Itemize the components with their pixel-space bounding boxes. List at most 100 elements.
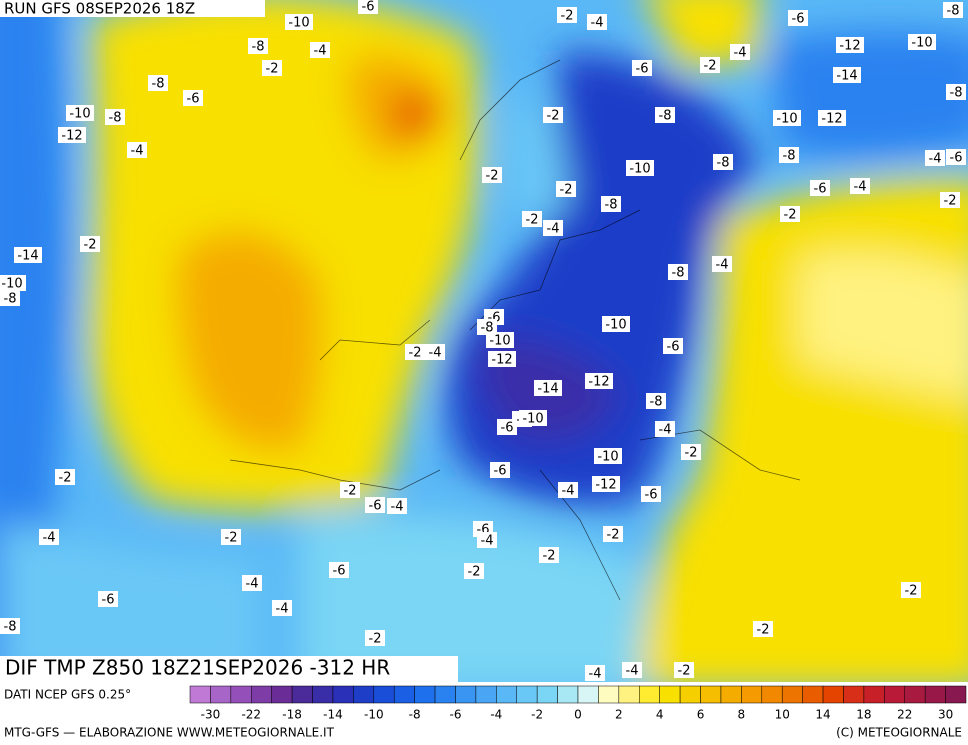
colorbar-swatch: [924, 685, 946, 704]
contour-label: -2: [409, 346, 422, 361]
contour-label: -4: [929, 152, 942, 167]
contour-label: -6: [102, 593, 115, 608]
contour-label-box: [148, 75, 168, 91]
contour-label: -4: [547, 222, 560, 237]
contour-label: -8: [950, 86, 963, 101]
contour-label-box: [730, 44, 750, 60]
contour-label: -10: [776, 112, 797, 127]
contour-label-box: [358, 0, 378, 14]
temperature-field: [0, 0, 968, 682]
contour-label: -10: [911, 36, 932, 51]
contour-label: -4: [589, 667, 602, 682]
contour-label-box: [486, 332, 514, 348]
contour-label: -4: [716, 258, 729, 273]
credit-left: MTG-GFS — ELABORAZIONE WWW.METEOGIORNALE…: [4, 726, 335, 740]
contour-label-box: [836, 37, 864, 53]
contour-label: -10: [605, 318, 626, 333]
colorbar-swatch: [679, 685, 701, 704]
contour-label-box: [901, 582, 921, 598]
contour-label: -4: [276, 602, 289, 617]
contour-label-box: [477, 319, 497, 335]
contour-label-box: [14, 247, 42, 263]
colorbar-swatch: [414, 685, 436, 704]
contour-label: -8: [4, 620, 17, 635]
contour-label-box: [105, 109, 125, 125]
contour-label-box: [712, 256, 732, 272]
contour-label-box: [626, 160, 654, 176]
contour-label-box: [221, 529, 241, 545]
contour-label: -4: [131, 144, 144, 159]
contour-label-box: [663, 338, 683, 354]
contour-label-box: [646, 393, 666, 409]
colorbar-swatch: [639, 685, 660, 704]
contour-label-box: [183, 90, 203, 106]
contour-label: -8: [109, 111, 122, 126]
contour-label-box: [425, 344, 445, 360]
colorbar-label: -4: [490, 708, 502, 722]
colorbar-label: -2: [531, 708, 543, 722]
colorbar-label: -22: [241, 708, 261, 722]
contour-label-box: [668, 264, 688, 280]
contour-label-box: [365, 630, 385, 646]
contour-label: -2: [561, 9, 574, 24]
colorbar-label: -6: [449, 708, 461, 722]
colorbar-swatch: [536, 685, 558, 704]
contour-label-box: [522, 211, 542, 227]
colorbar-label: -14: [323, 708, 343, 722]
contour-label: -10: [1, 277, 22, 292]
colorbar-swatch: [720, 685, 742, 704]
contour-label: -12: [595, 478, 616, 493]
contour-label-box: [262, 60, 282, 76]
contour-label: -2: [944, 194, 957, 209]
contour-label: -2: [547, 109, 560, 124]
contour-label-box: [601, 196, 621, 212]
contour-label: -10: [522, 412, 543, 427]
contour-label: -4: [314, 44, 327, 59]
contour-label: -6: [636, 62, 649, 77]
colorbar-label: 0: [574, 708, 582, 722]
contour-label: -12: [839, 39, 860, 54]
contour-label: -8: [252, 40, 265, 55]
colorbar-swatch: [312, 685, 334, 704]
contour-label-box: [519, 410, 547, 426]
contour-label: -4: [246, 577, 259, 592]
contour-label-box: [946, 84, 966, 100]
colorbar-swatch: [210, 685, 232, 704]
colorbar-swatch: [291, 685, 313, 704]
contour-label-box: [940, 192, 960, 208]
contour-label: -14: [537, 382, 558, 397]
contour-label-box: [655, 421, 675, 437]
contour-label: -4: [734, 46, 747, 61]
contour-label-box: [127, 142, 147, 158]
colorbar-label: 2: [615, 708, 623, 722]
contour-label-box: [39, 529, 59, 545]
contour-label: -8: [947, 4, 960, 19]
contour-label-box: [946, 149, 966, 165]
colorbar-label: -30: [201, 708, 221, 722]
colorbar-swatch: [761, 685, 783, 704]
colorbar-swatch: [822, 685, 844, 704]
colorbar-swatch: [332, 685, 354, 704]
contour-label: -2: [678, 664, 691, 679]
contour-label-box: [55, 469, 75, 485]
contour-label: -6: [501, 421, 514, 436]
contour-label-box: [488, 351, 516, 367]
colorbar-swatch: [353, 685, 375, 704]
contour-label-box: [788, 10, 808, 26]
contour-label: -12: [61, 129, 82, 144]
colorbar-swatch: [455, 685, 477, 704]
contour-label: -8: [650, 395, 663, 410]
contour-label: -8: [481, 321, 494, 336]
contour-label: -2: [905, 584, 918, 599]
contour-label-box: [482, 167, 502, 183]
contour-label-box: [98, 591, 118, 607]
contour-label-box: [594, 448, 622, 464]
colorbar-swatch: [516, 685, 538, 704]
contour-label: -8: [605, 198, 618, 213]
contour-label: -12: [491, 353, 512, 368]
contour-label-box: [753, 621, 773, 637]
colorbar-swatch: [700, 685, 722, 704]
contour-label-box: [773, 110, 801, 126]
